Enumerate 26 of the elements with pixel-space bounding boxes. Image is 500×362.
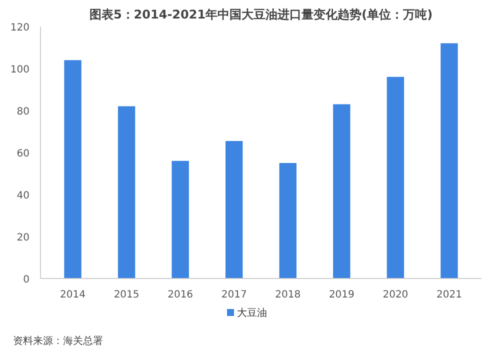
bar [440,43,458,278]
bar [279,163,296,278]
y-tick-label: 80 [16,106,30,118]
chart-title: 图表5：2014-2021年中国大豆油进口量变化趋势(单位：万吨) [89,8,433,22]
bar [64,60,82,278]
text: 资料来源：海关总署 [13,335,103,349]
x-tick-label: 2018 [275,290,301,300]
y-tick-label: 60 [16,148,30,160]
y-tick-label: 100 [10,64,30,76]
bar [333,104,350,278]
bar [386,76,404,278]
y-tick-label: 20 [16,232,30,244]
x-tick-label: 2014 [60,290,86,300]
legend-label: 大豆油 [237,308,267,319]
x-tick-label: 2019 [328,290,354,300]
x-tick-label: 2016 [168,290,194,300]
y-tick-label: 0 [23,274,30,286]
bar [226,140,243,278]
bar [118,106,136,278]
x-tick-label: 2020 [382,290,408,300]
y-tick-label: 40 [16,190,30,202]
bar [172,160,189,278]
x-tick-label: 2021 [436,290,462,300]
y-tick-label: 120 [10,22,30,34]
x-tick-label: 2017 [221,290,247,300]
x-tick-label: 2015 [114,290,140,300]
